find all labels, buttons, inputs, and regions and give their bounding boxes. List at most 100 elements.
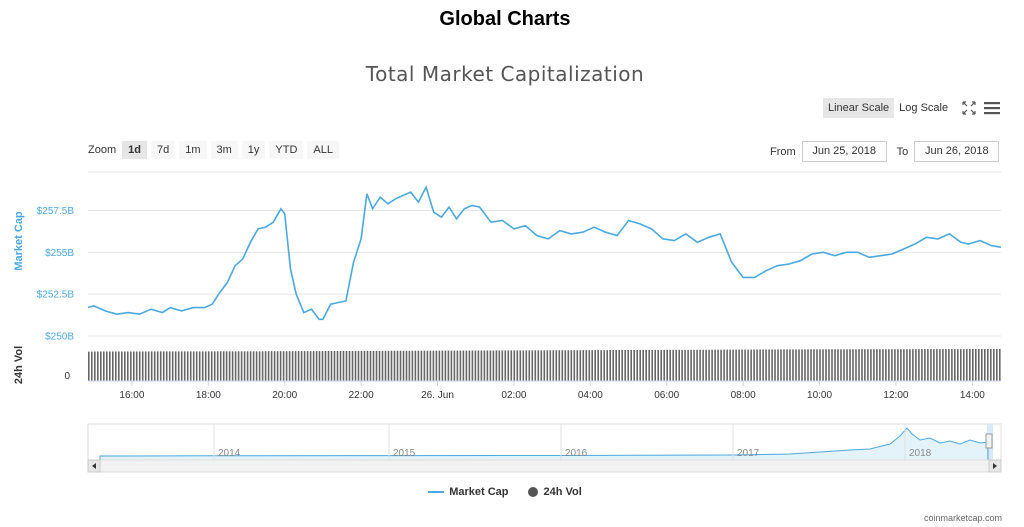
volume-bar	[330, 351, 333, 381]
x-axis-ticks: 16:00 18:00 20:00 22:00 26. Jun 02:00 04:00 06:…	[119, 381, 985, 401]
linear-scale-button[interactable]: Linear Scale	[823, 98, 895, 118]
volume-bar	[144, 351, 147, 381]
volume-bar	[738, 349, 740, 381]
volume-bar	[444, 350, 447, 381]
volume-bar	[516, 350, 519, 381]
volume-bar	[618, 350, 620, 381]
volume-bar	[249, 351, 252, 381]
log-scale-button[interactable]: Log Scale	[899, 102, 949, 114]
volume-bar	[555, 350, 558, 381]
volume-bar	[945, 349, 947, 381]
y-axis-title: Market Cap	[13, 211, 25, 271]
zoom-1m-button[interactable]: 1m	[179, 141, 207, 159]
volume-bar	[639, 349, 641, 381]
volume-bar	[294, 351, 297, 381]
market-cap-chart[interactable]: $250B $252.5B $255B $257.5B Market Cap 24h …	[0, 0, 1024, 480]
zoom-1y-button[interactable]: 1y	[241, 141, 266, 159]
volume-bar	[312, 351, 315, 381]
volume-bar	[735, 349, 737, 381]
volume-bar	[687, 349, 689, 381]
volume-bar	[651, 349, 653, 381]
zoom-controls: Zoom 1d 7d 1m 3m 1y YTD ALL	[88, 141, 343, 159]
volume-bar	[537, 350, 540, 381]
volume-bar	[447, 350, 450, 381]
volume-bar	[327, 351, 330, 381]
volume-bar	[612, 350, 614, 381]
to-date-input[interactable]: Jun 26, 2018	[914, 141, 1000, 162]
volume-bar	[426, 350, 429, 381]
volume-bar	[681, 349, 683, 381]
volume-bar	[573, 350, 576, 381]
volume-bar	[774, 349, 776, 381]
volume-bar	[207, 351, 210, 381]
zoom-3m-button[interactable]: 3m	[210, 141, 238, 159]
volume-bar	[813, 349, 815, 381]
volume-bar	[303, 351, 306, 381]
volume-swatch	[528, 487, 539, 497]
hamburger-menu-icon[interactable]	[983, 100, 1001, 116]
y-tick-label: $257.5B	[37, 206, 75, 217]
volume-bar	[189, 351, 192, 381]
volume-bar	[999, 349, 1001, 381]
volume-bar	[486, 350, 489, 381]
navigator-year-label: 2016	[565, 448, 588, 459]
volume-bar	[246, 351, 249, 381]
volume-bar	[510, 350, 513, 381]
volume-bar	[297, 351, 300, 381]
volume-bar	[222, 351, 225, 381]
volume-bar	[648, 349, 650, 381]
volume-bar	[150, 351, 153, 381]
volume-bar	[372, 350, 375, 381]
volume-bar	[936, 349, 938, 381]
volume-bar	[561, 350, 564, 381]
legend-market-cap[interactable]: Market Cap	[428, 486, 508, 498]
volume-bar	[684, 349, 686, 381]
volume-bar	[903, 349, 905, 381]
from-label: From	[770, 145, 796, 158]
volume-bar	[882, 349, 884, 381]
volume-bar	[228, 351, 231, 381]
volume-bar	[519, 350, 522, 381]
volume-bar	[867, 349, 869, 381]
volume-bar	[846, 349, 848, 381]
scroll-right-arrow-icon[interactable]	[988, 459, 1002, 473]
volume-bar	[201, 351, 204, 381]
volume-bar	[942, 349, 944, 381]
volume-bar	[351, 351, 354, 381]
volume-bar	[339, 351, 342, 381]
volume-bar	[168, 351, 171, 381]
volume-bar	[258, 351, 261, 381]
volume-bar	[843, 349, 845, 381]
volume-bar	[115, 351, 117, 381]
zoom-ytd-button[interactable]: YTD	[269, 141, 304, 159]
volume-bar	[477, 350, 480, 381]
zoom-7d-button[interactable]: 7d	[150, 141, 176, 159]
volume-bars	[88, 349, 1001, 382]
volume-bar	[948, 349, 950, 381]
volume-bar	[726, 349, 728, 381]
volume-bar	[768, 349, 770, 381]
volume-bar	[891, 349, 893, 381]
navigator-year-label: 2017	[737, 448, 760, 459]
volume-bar	[753, 349, 755, 381]
volume-bar	[996, 349, 998, 381]
zoom-1d-button[interactable]: 1d	[122, 141, 147, 159]
volume-bar	[906, 349, 908, 381]
volume-bar	[888, 349, 890, 381]
zoom-all-button[interactable]: ALL	[307, 141, 339, 159]
credit-link[interactable]: coinmarketcap.com	[923, 513, 1002, 523]
scroll-left-arrow-icon[interactable]	[87, 459, 101, 473]
volume-bar	[468, 350, 471, 381]
fullscreen-icon[interactable]	[961, 100, 977, 116]
legend-24h-vol[interactable]: 24h Vol	[528, 486, 582, 498]
volume-bar	[792, 349, 794, 381]
volume-bar	[828, 349, 830, 381]
navigator[interactable]: 2014 2015 2016 2017 2018	[87, 423, 1002, 473]
from-date-input[interactable]: Jun 25, 2018	[801, 141, 887, 162]
volume-bar	[264, 351, 267, 381]
volume-bar	[993, 349, 995, 381]
volume-bar	[624, 350, 626, 381]
market-cap-swatch	[428, 491, 445, 493]
volume-bar	[630, 350, 632, 381]
volume-bar	[825, 349, 827, 381]
